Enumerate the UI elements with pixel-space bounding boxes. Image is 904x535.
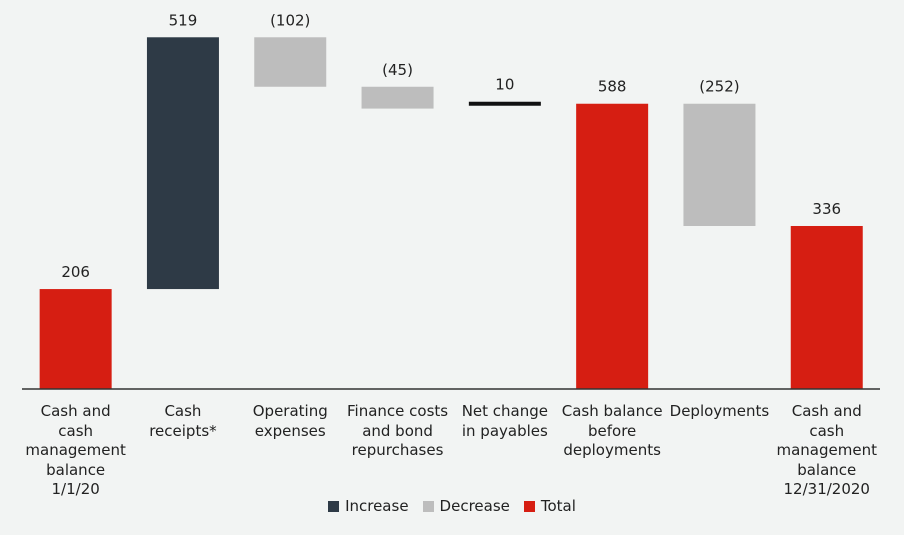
data-label-7: 336 xyxy=(812,200,841,218)
legend: Increase Decrease Total xyxy=(0,497,904,515)
category-label-line: balance xyxy=(46,460,106,479)
bar-1 xyxy=(146,37,219,290)
bar-3 xyxy=(361,86,434,109)
category-label-line: receipts* xyxy=(149,421,217,440)
category-label-line: Operating xyxy=(252,402,328,420)
data-label-6: (252) xyxy=(699,78,739,96)
category-label-line: management xyxy=(776,441,877,459)
category-label-line: Cash balance xyxy=(561,402,663,420)
data-label-0: 206 xyxy=(61,263,90,281)
category-label-line: in payables xyxy=(461,421,548,440)
category-label-line: Finance costs xyxy=(347,402,449,420)
legend-label-decrease: Decrease xyxy=(439,497,510,515)
legend-item-decrease: Decrease xyxy=(422,497,510,515)
category-label-line: Deployments xyxy=(669,402,770,420)
bar-7 xyxy=(790,225,863,389)
data-label-1: 519 xyxy=(169,11,198,29)
category-label-line: balance xyxy=(797,460,857,479)
legend-swatch-increase xyxy=(328,500,340,512)
data-label-4: 10 xyxy=(495,76,514,94)
category-label-line: repurchases xyxy=(351,441,444,459)
category-label-line: and bond xyxy=(362,421,433,440)
category-label-4: Net change in payables xyxy=(451,402,559,441)
data-label-2: (102) xyxy=(270,11,310,29)
category-label-line: Cash xyxy=(164,402,202,420)
category-label-line: before xyxy=(588,421,637,440)
bar-0 xyxy=(39,289,112,389)
bar-5 xyxy=(576,103,649,389)
legend-swatch-total xyxy=(523,500,535,512)
category-label-line: management xyxy=(25,441,126,459)
category-label-line: 12/31/2020 xyxy=(783,480,870,498)
data-labels-layer: 206 519 (102) (45) 10 588 (252) 336 xyxy=(61,11,841,281)
data-label-3: (45) xyxy=(382,61,413,79)
category-label-line: Cash and cash xyxy=(791,402,862,440)
category-label-line: Net change xyxy=(461,402,548,420)
category-label-line: Cash and cash xyxy=(40,402,111,440)
legend-label-increase: Increase xyxy=(345,497,409,515)
category-label-line: deployments xyxy=(563,441,661,459)
category-label-1: Cash receipts* xyxy=(129,402,237,441)
bar-6 xyxy=(683,103,756,226)
category-label-7: Cash and cash management balance 12/31/2020 xyxy=(773,402,881,500)
category-label-5: Cash balance before deployments xyxy=(558,402,666,461)
category-label-2: Operating expenses xyxy=(236,402,344,441)
legend-item-increase: Increase xyxy=(328,497,409,515)
legend-label-total: Total xyxy=(540,497,576,515)
category-label-6: Deployments xyxy=(665,402,773,422)
category-label-3: Finance costs and bond repurchases xyxy=(344,402,452,461)
data-label-5: 588 xyxy=(598,78,627,96)
bars-layer xyxy=(39,37,863,389)
category-label-line: expenses xyxy=(254,421,326,440)
bar-2 xyxy=(254,37,327,87)
category-label-line: 1/1/20 xyxy=(51,480,100,498)
bar-4 xyxy=(468,101,541,106)
legend-swatch-decrease xyxy=(422,500,434,512)
category-label-0: Cash and cash management balance 1/1/20 xyxy=(22,402,130,500)
legend-item-total: Total xyxy=(523,497,576,515)
